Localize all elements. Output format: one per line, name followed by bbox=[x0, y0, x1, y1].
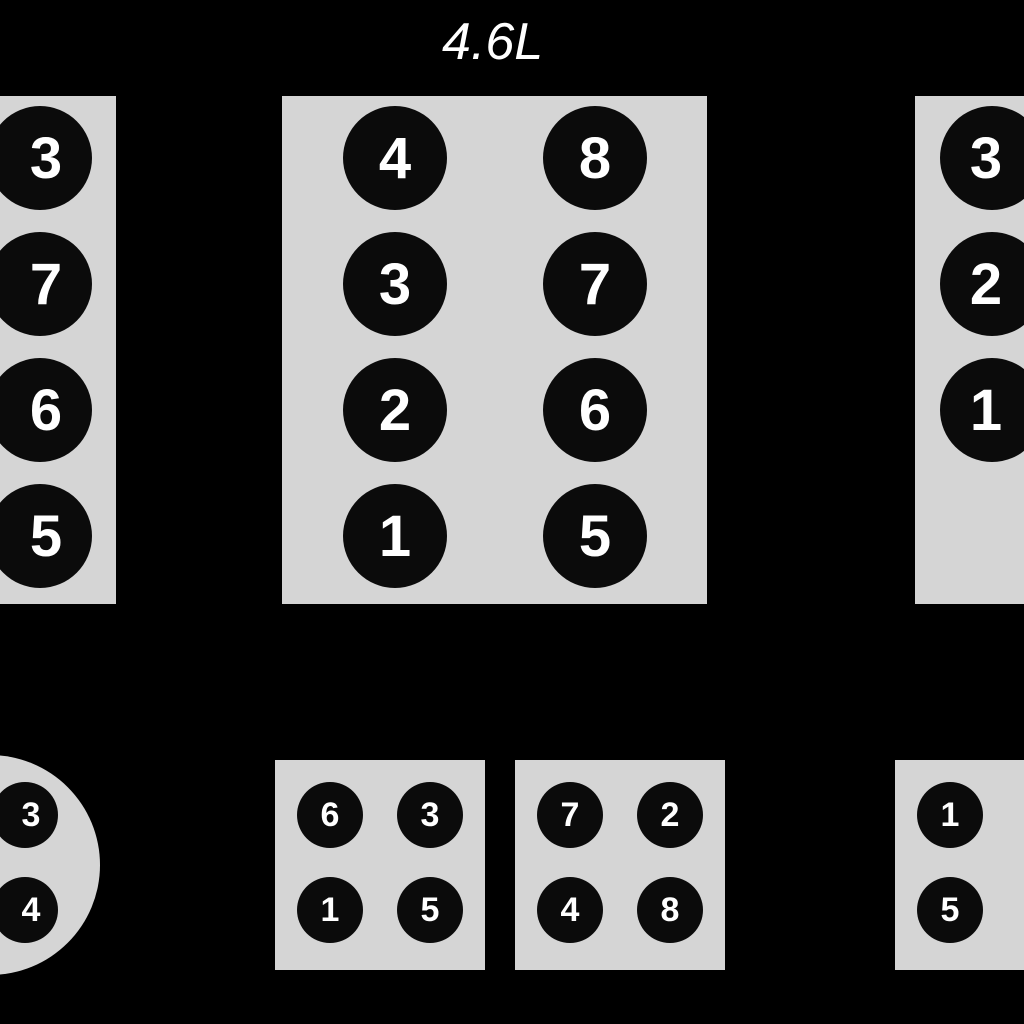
cylinder-dot-label: 7 bbox=[579, 251, 611, 318]
cylinder-dot-3: 3 bbox=[397, 782, 463, 848]
cylinder-dot-label: 5 bbox=[941, 891, 960, 930]
cylinder-dot-label: 5 bbox=[421, 891, 440, 930]
cylinder-dot-label: 6 bbox=[579, 377, 611, 444]
cylinder-dot-7: 7 bbox=[537, 782, 603, 848]
cylinder-dot-1: 1 bbox=[917, 782, 983, 848]
cylinder-dot-label: 1 bbox=[941, 796, 960, 835]
cylinder-dot-label: 3 bbox=[30, 125, 62, 192]
cylinder-dot-label: 3 bbox=[970, 125, 1002, 192]
cylinder-dot-label: 4 bbox=[22, 891, 41, 930]
cylinder-dot-3: 3 bbox=[343, 232, 447, 336]
cylinder-dot-2: 2 bbox=[343, 358, 447, 462]
cylinder-dot-label: 3 bbox=[379, 251, 411, 318]
cylinder-dot-label: 7 bbox=[561, 796, 580, 835]
cylinder-dot-label: 5 bbox=[579, 503, 611, 570]
cylinder-dot-6: 6 bbox=[297, 782, 363, 848]
cylinder-dot-label: 6 bbox=[30, 377, 62, 444]
cylinder-dot-5: 5 bbox=[397, 877, 463, 943]
cylinder-dot-4: 4 bbox=[343, 106, 447, 210]
cylinder-dot-label: 3 bbox=[22, 796, 41, 835]
cylinder-dot-label: 8 bbox=[661, 891, 680, 930]
cylinder-dot-label: 2 bbox=[379, 377, 411, 444]
engine-title: 4.6L bbox=[442, 12, 543, 72]
cylinder-dot-label: 6 bbox=[321, 796, 340, 835]
cylinder-dot-label: 8 bbox=[579, 125, 611, 192]
cylinder-dot-6: 6 bbox=[543, 358, 647, 462]
cylinder-dot-label: 3 bbox=[421, 796, 440, 835]
cylinder-dot-label: 4 bbox=[561, 891, 580, 930]
cylinder-dot-label: 4 bbox=[379, 125, 411, 192]
cylinder-dot-1: 1 bbox=[297, 877, 363, 943]
cylinder-dot-2: 2 bbox=[637, 782, 703, 848]
diagram-stage: 4.6L 3 7 6 5 4 8 3 7 2 6 1 5 3 2 1 3 4 6 3 1 5 7 2 4 8 1 5 bbox=[0, 0, 1024, 1024]
cylinder-dot-label: 2 bbox=[661, 796, 680, 835]
cylinder-dot-label: 7 bbox=[30, 251, 62, 318]
cylinder-dot-label: 1 bbox=[379, 503, 411, 570]
cylinder-dot-7: 7 bbox=[543, 232, 647, 336]
cylinder-dot-1: 1 bbox=[343, 484, 447, 588]
cylinder-dot-8: 8 bbox=[543, 106, 647, 210]
cylinder-dot-label: 1 bbox=[321, 891, 340, 930]
cylinder-dot-label: 5 bbox=[30, 503, 62, 570]
cylinder-dot-8: 8 bbox=[637, 877, 703, 943]
cylinder-dot-4: 4 bbox=[537, 877, 603, 943]
cylinder-dot-5: 5 bbox=[543, 484, 647, 588]
cylinder-dot-5: 5 bbox=[917, 877, 983, 943]
cylinder-dot-label: 2 bbox=[970, 251, 1002, 318]
cylinder-dot-label: 1 bbox=[970, 377, 1002, 444]
